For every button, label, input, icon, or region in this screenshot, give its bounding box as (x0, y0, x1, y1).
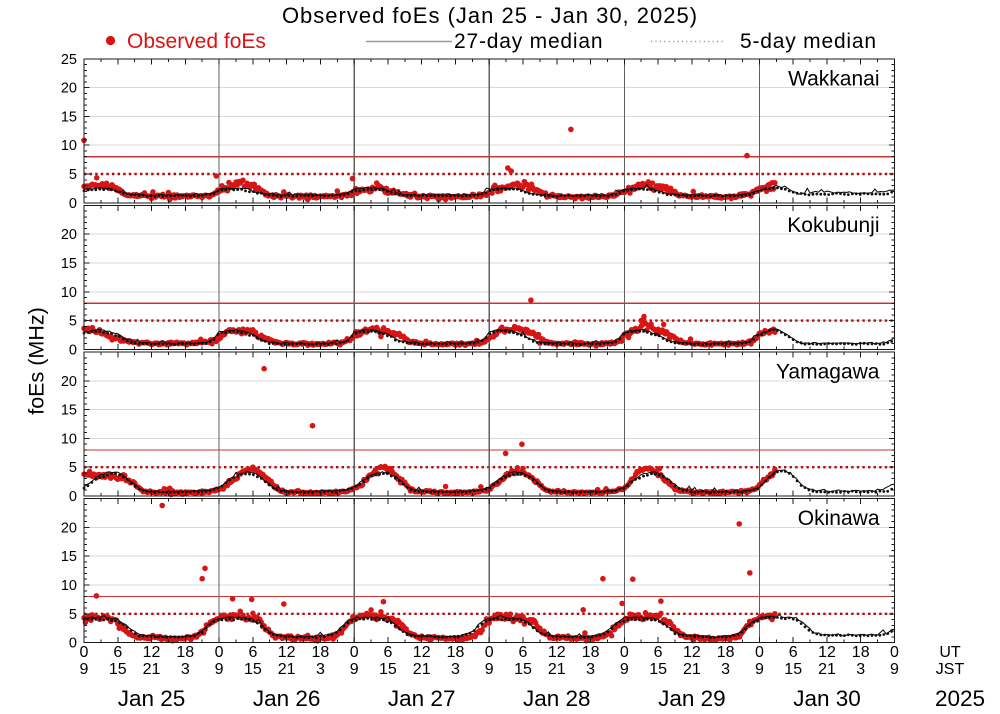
svg-text:2025: 2025 (935, 686, 985, 711)
svg-text:15: 15 (244, 661, 262, 678)
svg-text:15: 15 (109, 661, 127, 678)
svg-text:5: 5 (69, 167, 77, 183)
svg-text:6: 6 (654, 644, 663, 661)
svg-text:9: 9 (890, 661, 899, 678)
svg-text:9: 9 (80, 661, 89, 678)
svg-text:9: 9 (485, 661, 494, 678)
svg-text:12: 12 (413, 644, 431, 661)
svg-text:0: 0 (80, 644, 89, 661)
svg-text:27-day median: 27-day median (454, 30, 603, 53)
svg-text:15: 15 (61, 403, 77, 419)
svg-text:18: 18 (447, 644, 465, 661)
svg-text:12: 12 (143, 644, 161, 661)
svg-text:9: 9 (620, 661, 629, 678)
svg-text:0: 0 (890, 644, 899, 661)
svg-text:25: 25 (61, 52, 77, 68)
svg-text:0: 0 (485, 644, 494, 661)
svg-text:21: 21 (683, 661, 701, 678)
svg-text:15: 15 (514, 661, 532, 678)
svg-text:Observed foEs (Jan 25 - Jan 30: Observed foEs (Jan 25 - Jan 30, 2025) (282, 3, 698, 28)
svg-text:3: 3 (721, 661, 730, 678)
svg-text:Jan 27: Jan 27 (388, 686, 456, 711)
svg-text:20: 20 (61, 227, 77, 243)
svg-text:20: 20 (61, 374, 77, 390)
svg-text:6: 6 (248, 644, 257, 661)
svg-text:10: 10 (61, 138, 77, 154)
svg-text:5-day median: 5-day median (740, 30, 877, 53)
svg-text:Jan 26: Jan 26 (253, 686, 321, 711)
svg-text:12: 12 (278, 644, 296, 661)
svg-text:foEs (MHz): foEs (MHz) (25, 307, 49, 415)
svg-text:Kokubunji: Kokubunji (787, 214, 879, 237)
svg-text:0: 0 (69, 636, 77, 652)
svg-text:5: 5 (69, 314, 77, 330)
svg-text:6: 6 (383, 644, 392, 661)
svg-text:5: 5 (69, 607, 77, 623)
svg-text:12: 12 (683, 644, 701, 661)
svg-text:3: 3 (316, 661, 325, 678)
svg-text:18: 18 (176, 644, 194, 661)
svg-text:21: 21 (818, 661, 836, 678)
svg-text:12: 12 (548, 644, 566, 661)
svg-text:18: 18 (852, 644, 870, 661)
svg-text:18: 18 (312, 644, 330, 661)
svg-text:18: 18 (582, 644, 600, 661)
svg-text:10: 10 (61, 285, 77, 301)
svg-text:21: 21 (548, 661, 566, 678)
svg-text:5: 5 (69, 460, 77, 476)
svg-text:Observed foEs: Observed foEs (127, 30, 266, 53)
svg-text:Okinawa: Okinawa (798, 507, 880, 530)
svg-text:0: 0 (755, 644, 764, 661)
svg-text:10: 10 (61, 578, 77, 594)
svg-text:0: 0 (620, 644, 629, 661)
svg-text:10: 10 (61, 431, 77, 447)
svg-text:3: 3 (856, 661, 865, 678)
svg-text:15: 15 (61, 256, 77, 272)
svg-text:UT: UT (939, 644, 961, 661)
svg-text:15: 15 (61, 109, 77, 125)
svg-text:Jan 28: Jan 28 (523, 686, 591, 711)
svg-text:18: 18 (717, 644, 735, 661)
svg-text:6: 6 (519, 644, 528, 661)
svg-text:21: 21 (413, 661, 431, 678)
svg-text:Jan 25: Jan 25 (118, 686, 186, 711)
svg-text:0: 0 (215, 644, 224, 661)
svg-text:21: 21 (278, 661, 296, 678)
svg-text:0: 0 (69, 489, 77, 505)
svg-text:20: 20 (61, 81, 77, 97)
svg-text:21: 21 (143, 661, 161, 678)
svg-text:3: 3 (451, 661, 460, 678)
svg-text:3: 3 (181, 661, 190, 678)
svg-text:0: 0 (69, 196, 77, 212)
svg-text:Wakkanai: Wakkanai (788, 67, 879, 90)
svg-text:3: 3 (586, 661, 595, 678)
svg-text:6: 6 (113, 644, 122, 661)
svg-text:Yamagawa: Yamagawa (776, 361, 880, 384)
svg-text:9: 9 (350, 661, 359, 678)
svg-text:Jan 29: Jan 29 (658, 686, 726, 711)
svg-text:15: 15 (379, 661, 397, 678)
svg-text:15: 15 (61, 549, 77, 565)
svg-text:9: 9 (755, 661, 764, 678)
svg-text:15: 15 (784, 661, 802, 678)
svg-text:6: 6 (789, 644, 798, 661)
svg-text:15: 15 (649, 661, 667, 678)
svg-text:9: 9 (215, 661, 224, 678)
svg-text:JST: JST (936, 661, 965, 678)
svg-text:20: 20 (61, 520, 77, 536)
svg-text:0: 0 (350, 644, 359, 661)
svg-text:0: 0 (69, 342, 77, 358)
svg-text:12: 12 (818, 644, 836, 661)
svg-text:Jan 30: Jan 30 (793, 686, 861, 711)
